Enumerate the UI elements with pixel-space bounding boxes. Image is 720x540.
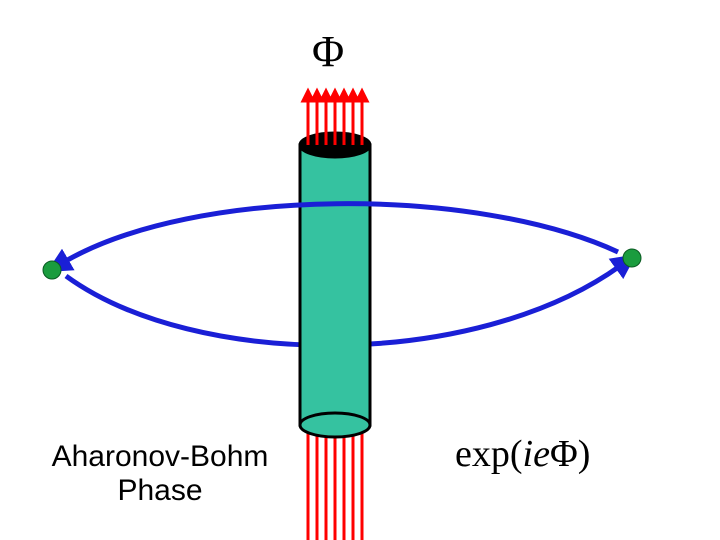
title-label: Aharonov-Bohm Phase [30,440,290,508]
field-lines-bottom [308,425,362,540]
phi-label: Φ [312,26,344,77]
formula-phi: Φ [550,433,578,475]
title-line1: Aharonov-Bohm [30,440,290,474]
particle-left [43,261,61,279]
formula-exp: exp( [455,433,523,475]
phi-symbol: Φ [312,27,344,76]
particle-right [623,249,641,267]
formula-ie: ie [523,433,550,475]
field-lines-top [308,95,362,145]
phase-formula: exp(ieΦ) [455,432,590,476]
title-line2: Phase [30,474,290,508]
solenoid [300,133,370,437]
formula-close: ) [578,433,591,475]
